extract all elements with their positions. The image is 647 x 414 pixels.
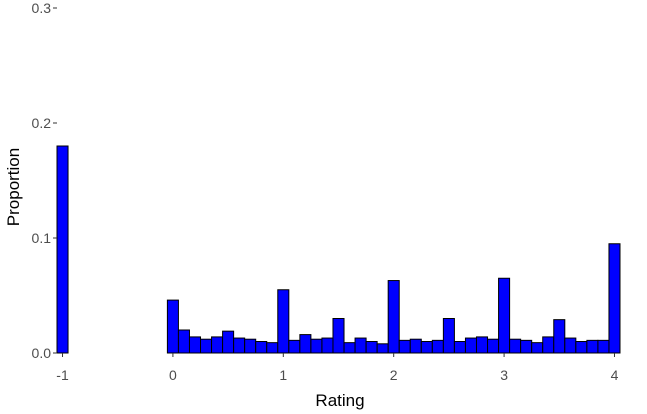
bar (343, 342, 356, 354)
bar (321, 337, 334, 354)
x-axis-title: Rating (315, 391, 364, 410)
bar (464, 337, 477, 354)
bar (509, 338, 522, 354)
bar (200, 338, 213, 354)
bar (354, 337, 367, 354)
bar (244, 338, 257, 354)
x-tick-label: 4 (611, 367, 619, 383)
bar (475, 336, 489, 354)
bar (376, 343, 389, 354)
bar (586, 339, 599, 354)
bar (564, 337, 577, 354)
x-tick-label: 1 (279, 367, 287, 383)
y-axis: 0.0 0.1 0.2 0.3 (32, 0, 57, 361)
bar (487, 338, 500, 354)
bar (453, 341, 466, 354)
bar (398, 339, 411, 354)
bar (442, 318, 455, 354)
bar (608, 243, 621, 354)
bar (266, 342, 279, 354)
bar (387, 280, 400, 354)
bar (233, 337, 246, 354)
bar (542, 336, 555, 354)
x-tick-label: 3 (500, 367, 508, 383)
y-tick-label: 0.3 (32, 0, 52, 16)
x-tick-label: 0 (169, 367, 177, 383)
bar (299, 334, 312, 354)
bar (211, 336, 224, 354)
bar (166, 299, 179, 354)
bar (597, 339, 610, 354)
bars (56, 145, 621, 354)
y-tick-label: 0.1 (32, 230, 52, 246)
bar (177, 329, 190, 354)
y-tick-label: 0.0 (32, 345, 52, 361)
bar (575, 341, 588, 354)
bar (222, 330, 235, 354)
bar (520, 339, 533, 354)
y-axis-title: Proportion (4, 148, 23, 226)
bar (431, 339, 444, 354)
y-tick-label: 0.2 (32, 115, 52, 131)
bar (365, 341, 378, 354)
bar (409, 338, 422, 354)
bar (310, 338, 323, 354)
bar (277, 289, 290, 354)
x-tick-label: -1 (56, 367, 69, 383)
bar (188, 336, 202, 354)
bar (255, 341, 268, 354)
bar (332, 318, 345, 354)
bar (531, 342, 544, 354)
bar (288, 339, 301, 354)
bar (56, 145, 69, 354)
x-axis: -1 0 1 2 3 4 (56, 353, 619, 383)
bar (498, 277, 511, 354)
bar (420, 341, 433, 354)
x-tick-label: 2 (390, 367, 398, 383)
bar (553, 319, 566, 354)
